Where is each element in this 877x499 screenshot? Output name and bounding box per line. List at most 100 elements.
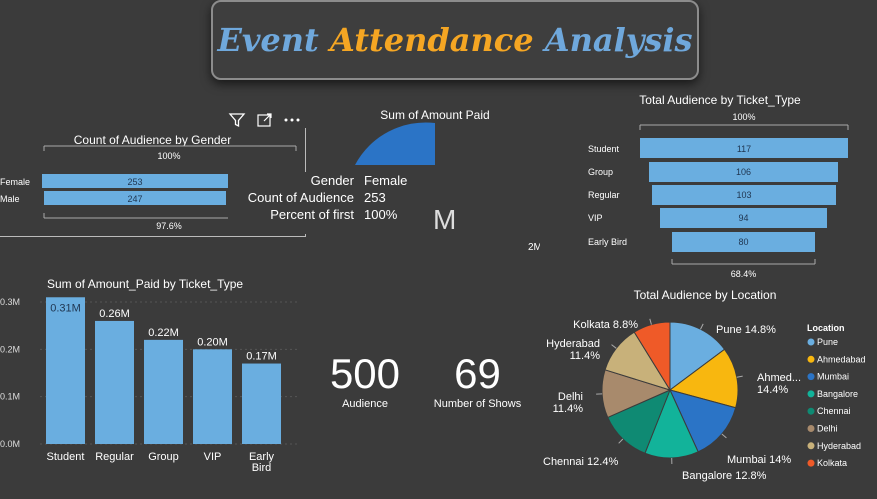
- bar-data-label: 0.17M: [246, 351, 277, 363]
- legend-title: Location: [807, 323, 845, 333]
- bar-early-bird[interactable]: [242, 363, 281, 444]
- x-tick-label: Group: [148, 451, 179, 463]
- legend-swatch: [807, 338, 815, 346]
- legend-swatch: [807, 407, 815, 415]
- pie-leader-line: [611, 344, 617, 349]
- pie-data-label: 14.4%: [757, 384, 788, 396]
- pie-leader-line: [721, 433, 727, 439]
- pie-data-label: Chennai 12.4%: [543, 456, 618, 468]
- bar-chart-title: Sum of Amount_Paid by Ticket_Type: [47, 277, 244, 291]
- gender-label-male: Male: [0, 194, 20, 204]
- visual-toolbar-svg: [228, 113, 300, 128]
- legend-item-pune[interactable]: Pune: [817, 337, 838, 347]
- ticket-bar-student[interactable]: [640, 138, 848, 158]
- funnel-bar-female[interactable]: [42, 174, 228, 188]
- pie-chart-title: Total Audience by Location: [633, 288, 777, 302]
- visual-toolbar: [228, 112, 308, 128]
- kpi-audience-card[interactable]: 500 Audience: [320, 350, 410, 410]
- bar-vip[interactable]: [193, 349, 232, 444]
- pie-data-label: 11.4%: [570, 350, 601, 362]
- ticket-label-vip: VIP: [588, 213, 603, 223]
- y-tick-label: 0.1M: [0, 392, 20, 402]
- y-tick-label: 0.3M: [0, 297, 20, 307]
- pie-data-label: Mumbai 14%: [727, 454, 791, 466]
- tooltip-key: Percent of first: [270, 207, 354, 222]
- ticket-value-regular: 103: [736, 190, 752, 200]
- tooltip-value: 253: [364, 190, 386, 205]
- ticket-funnel-title: Total Audience by Ticket_Type: [639, 93, 801, 107]
- gender-top-pct: 100%: [157, 151, 181, 161]
- gender-bottom-pct: 97.6%: [156, 221, 182, 231]
- title-word-attendance: Attendance: [329, 21, 534, 59]
- bar-data-label: 0.26M: [99, 308, 130, 320]
- tooltip-value: Female: [364, 173, 408, 188]
- ticket-bar-early-bird[interactable]: [672, 232, 815, 252]
- ticket-label-regular: Regular: [588, 190, 620, 200]
- tooltip-key: Gender: [310, 173, 354, 188]
- x-tick-label: VIP: [204, 451, 222, 463]
- pie-data-label: Delhi: [558, 391, 583, 403]
- legend-swatch: [807, 373, 815, 381]
- x-tick-label: Regular: [95, 451, 134, 463]
- ticket-bar-vip[interactable]: [660, 208, 827, 228]
- ticket-funnel-chart: [639, 124, 849, 265]
- bar-data-label: 0.20M: [197, 336, 228, 348]
- tooltip-row-gender: Gender Female: [228, 172, 423, 189]
- bar-student[interactable]: [46, 297, 85, 444]
- gender-funnel-visual[interactable]: Count of Audience by Gender 100% Female …: [0, 128, 306, 237]
- focus-mode-icon[interactable]: [257, 113, 272, 127]
- gauge-title: Sum of Amount Paid: [380, 108, 490, 122]
- legend-item-hyderabad[interactable]: Hyderabad: [817, 441, 861, 451]
- ticket-bar-regular[interactable]: [652, 185, 836, 205]
- pie-leader-line: [700, 323, 704, 330]
- kpi-shows-card[interactable]: 69 Number of Shows: [425, 350, 530, 410]
- y-tick-label: 0.2M: [0, 344, 20, 354]
- tooltip-row-count: Count of Audience 253: [228, 189, 423, 206]
- ticket-bar-group[interactable]: [649, 162, 838, 182]
- legend-item-ahmedabad[interactable]: Ahmedabad: [817, 354, 866, 364]
- dashboard-title: Event Attendance Analysis: [211, 0, 699, 80]
- title-word-analysis: Analysis: [544, 21, 693, 59]
- pie-leader-line: [736, 375, 743, 378]
- legend-item-bangalore[interactable]: Bangalore: [817, 389, 858, 399]
- funnel-bar-male[interactable]: [44, 191, 226, 205]
- ticket-bottom-pct: 68.4%: [730, 269, 757, 279]
- kpi-shows-value: 69: [454, 350, 501, 397]
- gender-value-female: 253: [127, 177, 143, 187]
- pie-data-label: Hyderabad: [546, 338, 600, 350]
- pie-chart[interactable]: Pune 14.8% Ahmed...14.4% Mumbai 14% Bangalo…: [530, 305, 870, 485]
- ticket-label-student: Student: [588, 144, 620, 154]
- gauge-max-label: 2M: [528, 242, 540, 253]
- ticket-top-pct: 100%: [732, 112, 756, 122]
- legend-item-kolkata[interactable]: Kolkata: [817, 458, 847, 468]
- bar-data-label: 0.22M: [148, 327, 179, 339]
- gauge-chart[interactable]: M 2M ...: [340, 120, 540, 260]
- ticket-value-early-bird: 80: [738, 237, 749, 247]
- legend-item-delhi[interactable]: Delhi: [817, 424, 838, 434]
- legend-item-chennai[interactable]: Chennai: [817, 406, 851, 416]
- pie-data-label: Bangalore 12.8%: [682, 470, 767, 482]
- pie-slice-mumbai[interactable]: [669, 389, 737, 453]
- gauge-value-text: M: [433, 204, 456, 235]
- legend-swatch: [807, 459, 815, 467]
- pie-data-label: Ahmed...: [757, 372, 801, 384]
- tooltip-key: Count of Audience: [247, 190, 354, 205]
- legend-swatch: [807, 355, 815, 363]
- title-word-event: Event: [217, 21, 319, 59]
- bar-chart[interactable]: 0.0M 0.1M 0.2M 0.3M 0.31M Student 0.26M Regular…: [0, 292, 310, 482]
- ticket-label-early-bird: Early Bird: [588, 237, 628, 247]
- ticket-funnel-visual[interactable]: Total Audience by Ticket_Type 100% Stude…: [585, 93, 860, 283]
- bar-group[interactable]: [144, 339, 183, 444]
- kpi-shows-label: Number of Shows: [433, 398, 522, 410]
- gender-label-female: Female: [0, 177, 31, 187]
- legend-item-mumbai[interactable]: Mumbai: [817, 372, 849, 382]
- gauge-arc: [355, 122, 435, 165]
- filter-icon[interactable]: [228, 113, 246, 128]
- more-options-icon[interactable]: [284, 118, 300, 122]
- x-tick-label: Early: [249, 451, 275, 463]
- pie-slice-ahmedabad[interactable]: [668, 348, 739, 409]
- ticket-label-group: Group: [588, 167, 614, 177]
- x-tick-label: Student: [47, 451, 85, 463]
- bar-regular[interactable]: [95, 320, 134, 444]
- kpi-audience-value: 500: [329, 350, 401, 397]
